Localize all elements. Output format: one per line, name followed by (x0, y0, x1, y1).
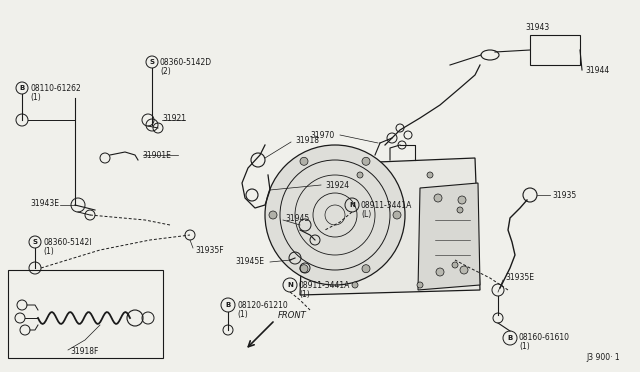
Circle shape (460, 266, 468, 274)
Text: (2): (2) (160, 67, 171, 76)
Circle shape (300, 157, 308, 165)
Circle shape (417, 282, 423, 288)
Circle shape (436, 268, 444, 276)
Circle shape (269, 211, 277, 219)
Text: 31943: 31943 (525, 22, 549, 32)
Text: (1): (1) (299, 289, 310, 298)
Text: N: N (287, 282, 293, 288)
Text: B: B (508, 335, 513, 341)
Text: 08360-5142I: 08360-5142I (43, 237, 92, 247)
Text: (L): (L) (361, 209, 371, 218)
Bar (8, 270, 163, 358)
Circle shape (427, 172, 433, 178)
Text: 31970: 31970 (310, 131, 334, 140)
Text: 31943E: 31943E (30, 199, 59, 208)
Text: B: B (19, 85, 24, 91)
Text: (1): (1) (237, 310, 248, 318)
Circle shape (457, 207, 463, 213)
Text: J3 900· 1: J3 900· 1 (586, 353, 620, 362)
Circle shape (265, 145, 405, 285)
Bar (530, 35, 580, 65)
Text: 31924: 31924 (325, 180, 349, 189)
Circle shape (393, 211, 401, 219)
Text: N: N (349, 202, 355, 208)
Text: S: S (33, 239, 38, 245)
Text: 08360-5142D: 08360-5142D (160, 58, 212, 67)
Text: 31918F: 31918F (70, 347, 99, 356)
Text: 08110-61262: 08110-61262 (30, 83, 81, 93)
Circle shape (352, 282, 358, 288)
Text: 31918: 31918 (295, 135, 319, 144)
Text: (1): (1) (43, 247, 54, 256)
Circle shape (452, 262, 458, 268)
Text: 08911-3441A: 08911-3441A (299, 280, 350, 289)
Text: (1): (1) (30, 93, 41, 102)
Text: 31945: 31945 (285, 214, 309, 222)
Text: 31935F: 31935F (195, 246, 223, 254)
Text: 31944: 31944 (585, 65, 609, 74)
Circle shape (362, 265, 370, 273)
Text: 08911-3441A: 08911-3441A (361, 201, 412, 209)
Circle shape (357, 172, 363, 178)
Text: S: S (150, 59, 154, 65)
Circle shape (362, 157, 370, 165)
Text: FRONT: FRONT (278, 311, 307, 321)
Text: 31945E: 31945E (235, 257, 264, 266)
Polygon shape (300, 158, 480, 295)
Circle shape (458, 196, 466, 204)
Text: 31935E: 31935E (505, 273, 534, 282)
Text: 08120-61210: 08120-61210 (237, 301, 288, 310)
Circle shape (300, 265, 308, 273)
Text: (1): (1) (519, 343, 530, 352)
Text: 08160-61610: 08160-61610 (519, 334, 570, 343)
Text: 31921: 31921 (162, 113, 186, 122)
Text: B: B (225, 302, 230, 308)
Text: 31935: 31935 (552, 190, 576, 199)
Polygon shape (418, 183, 480, 290)
Text: 31901E: 31901E (142, 151, 171, 160)
Circle shape (434, 194, 442, 202)
